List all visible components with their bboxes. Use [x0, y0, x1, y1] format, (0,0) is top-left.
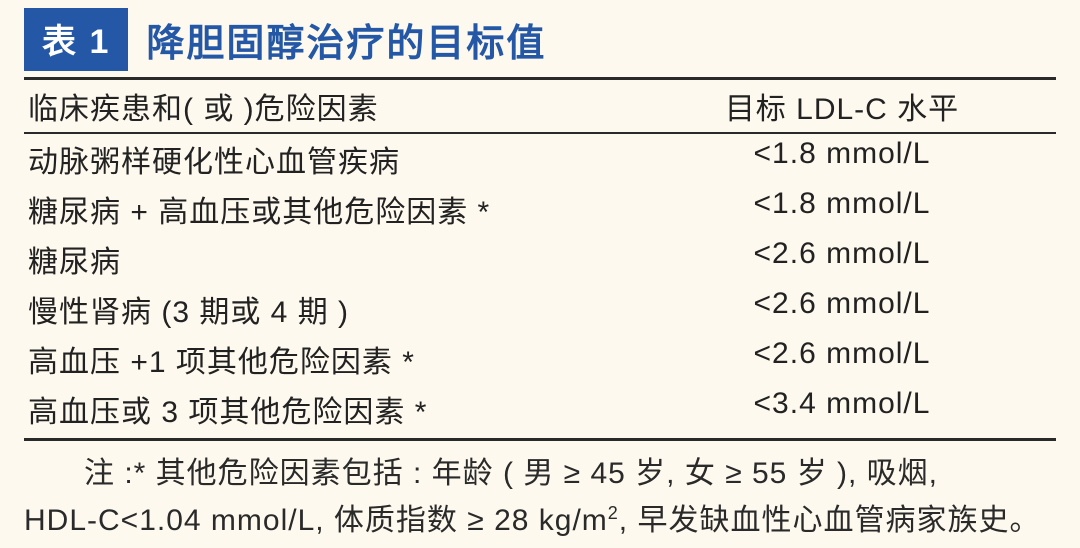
- cell-condition: 高血压 +1 项其他危险因素 *: [24, 337, 628, 381]
- table-title-row: 表 1 降胆固醇治疗的目标值: [24, 8, 1056, 71]
- footnote-superscript: 2: [608, 503, 619, 523]
- table-row: 糖尿病 + 高血压或其他危险因素 * <1.8 mmol/L: [24, 184, 1056, 234]
- table-title-text: 降胆固醇治疗的目标值: [128, 8, 546, 71]
- cell-condition: 动脉粥样硬化性心血管疾病: [24, 137, 628, 181]
- cell-condition: 高血压或 3 项其他危险因素 *: [24, 387, 628, 431]
- cell-target: <1.8 mmol/L: [628, 137, 1056, 181]
- cell-target: <2.6 mmol/L: [628, 337, 1056, 381]
- column-header-target: 目标 LDL-C 水平: [628, 84, 1056, 128]
- footnote-line2-suffix: , 早发缺血性心血管病家族史。: [619, 504, 1041, 537]
- table-row: 动脉粥样硬化性心血管疾病 <1.8 mmol/L: [24, 134, 1056, 184]
- cell-target: <3.4 mmol/L: [628, 387, 1056, 431]
- column-header-condition: 临床疾患和( 或 )危险因素: [24, 84, 628, 128]
- table-row: 高血压或 3 项其他危险因素 * <3.4 mmol/L: [24, 384, 1056, 434]
- table-number-badge: 表 1: [24, 8, 128, 71]
- table-figure: 表 1 降胆固醇治疗的目标值 临床疾患和( 或 )危险因素 目标 LDL-C 水…: [0, 0, 1080, 548]
- table-row: 高血压 +1 项其他危险因素 * <2.6 mmol/L: [24, 334, 1056, 384]
- footnote-line2-prefix: HDL-C<1.04 mmol/L, 体质指数 ≥ 28 kg/m: [24, 504, 608, 537]
- cell-condition: 糖尿病 + 高血压或其他危险因素 *: [24, 187, 628, 231]
- target-values-table: 临床疾患和( 或 )危险因素 目标 LDL-C 水平 动脉粥样硬化性心血管疾病 …: [24, 77, 1056, 441]
- footnote-line1: 注 :* 其他危险因素包括 : 年龄 ( 男 ≥ 45 岁, 女 ≥ 55 岁 …: [24, 451, 1056, 498]
- cell-condition: 糖尿病: [24, 237, 628, 281]
- table-header-row: 临床疾患和( 或 )危险因素 目标 LDL-C 水平: [24, 77, 1056, 134]
- table-body: 动脉粥样硬化性心血管疾病 <1.8 mmol/L 糖尿病 + 高血压或其他危险因…: [24, 134, 1056, 441]
- footnote-line3: LDL-C: 低密度脂蛋白胆固醇: [24, 544, 1056, 548]
- footnote-line2: HDL-C<1.04 mmol/L, 体质指数 ≥ 28 kg/m2, 早发缺血…: [24, 498, 1056, 545]
- cell-target: <1.8 mmol/L: [628, 187, 1056, 231]
- table-row: 慢性肾病 (3 期或 4 期 ) <2.6 mmol/L: [24, 284, 1056, 334]
- cell-target: <2.6 mmol/L: [628, 287, 1056, 331]
- cell-condition: 慢性肾病 (3 期或 4 期 ): [24, 287, 628, 331]
- cell-target: <2.6 mmol/L: [628, 237, 1056, 281]
- table-row: 糖尿病 <2.6 mmol/L: [24, 234, 1056, 284]
